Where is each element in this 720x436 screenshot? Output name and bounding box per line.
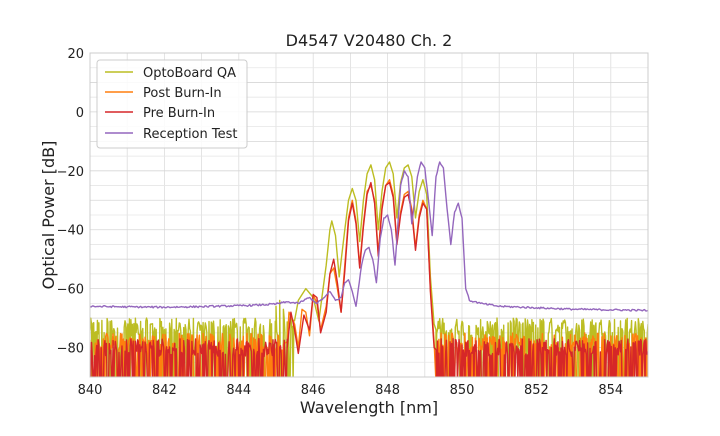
legend-label-pre-burn-in: Pre Burn-In bbox=[143, 106, 215, 121]
legend-label-optoboard-qa: OptoBoard QA bbox=[143, 66, 236, 81]
x-tick-label: 854 bbox=[598, 383, 623, 398]
y-tick-label: 20 bbox=[67, 47, 84, 62]
series-layer bbox=[90, 161, 648, 377]
y-tick-label: −20 bbox=[57, 165, 84, 180]
legend-label-reception-test: Reception Test bbox=[143, 127, 237, 142]
y-tick-label: −80 bbox=[57, 342, 84, 357]
x-tick-label: 848 bbox=[375, 383, 400, 398]
x-tick-label: 842 bbox=[152, 383, 177, 398]
series-line-optoboard-qa bbox=[90, 161, 648, 377]
series-line-pre-burn-in bbox=[90, 181, 648, 377]
x-tick-label: 852 bbox=[524, 383, 549, 398]
y-axis-label: Optical Power [dB] bbox=[39, 141, 58, 290]
y-tick-label: −40 bbox=[57, 224, 84, 239]
plot-frame bbox=[89, 52, 649, 378]
y-tick-label: 0 bbox=[76, 106, 84, 121]
x-tick-label: 846 bbox=[301, 383, 326, 398]
tick-labels: 840 842 844 846 848 850 852 854 −80 −60 −40 −20 0 20 bbox=[57, 47, 624, 398]
legend-box bbox=[96, 59, 248, 149]
x-axis-label: Wavelength [nm] bbox=[300, 398, 438, 417]
series-line-post-burn-in bbox=[90, 179, 648, 377]
x-tick-label: 844 bbox=[226, 383, 251, 398]
x-tick-label: 850 bbox=[450, 383, 475, 398]
legend: OptoBoard QA Post Burn-In Pre Burn-In Re… bbox=[96, 59, 248, 149]
legend-label-post-burn-in: Post Burn-In bbox=[143, 86, 222, 101]
series-line-reception-test bbox=[90, 161, 648, 312]
y-tick-label: −60 bbox=[57, 283, 84, 298]
chart-title: D4547 V20480 Ch. 2 bbox=[286, 31, 453, 50]
x-tick-label: 840 bbox=[78, 383, 103, 398]
